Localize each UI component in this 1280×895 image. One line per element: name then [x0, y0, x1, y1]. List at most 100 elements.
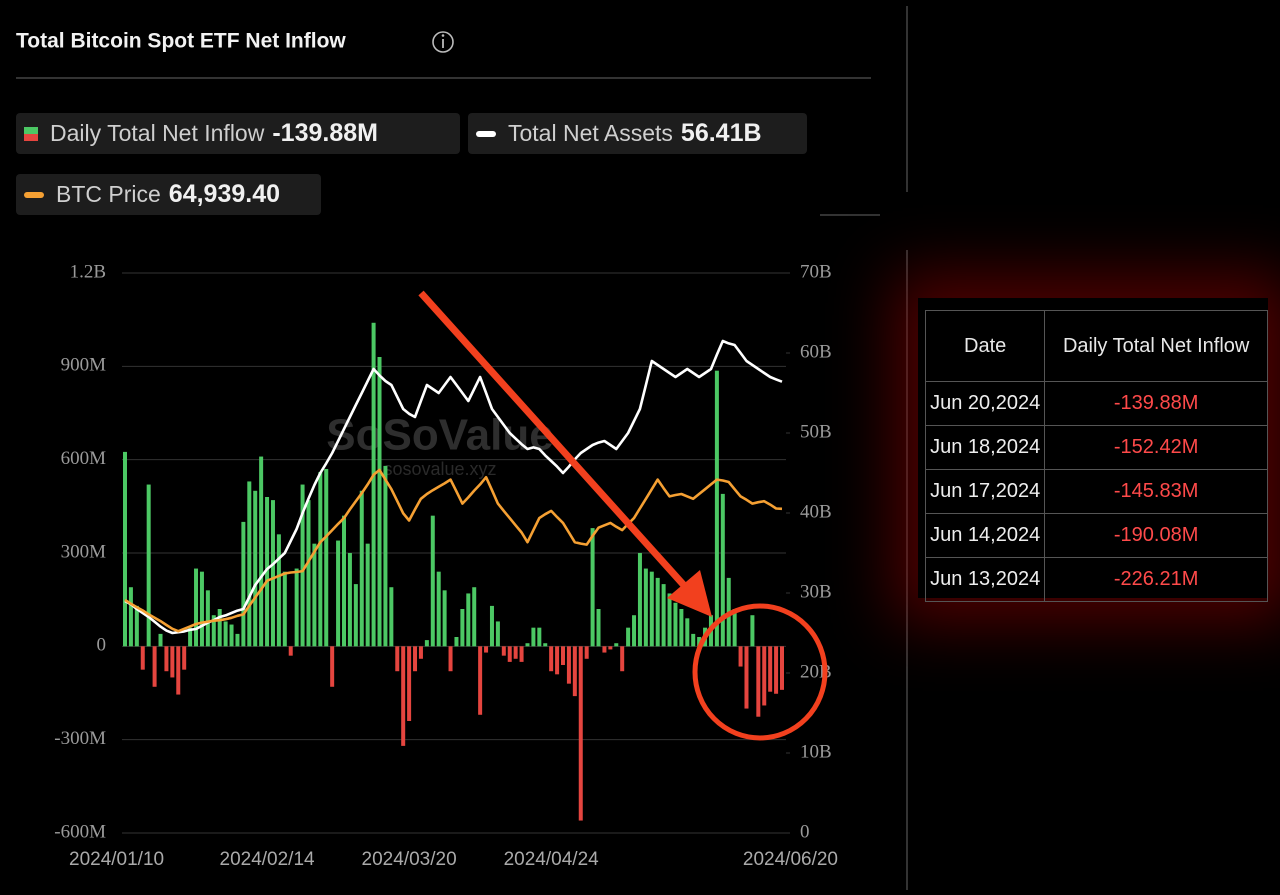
bar [371, 322, 376, 647]
bar [774, 646, 779, 694]
bar [424, 640, 429, 647]
legend-item[interactable]: Total Net Assets 56.41B [468, 113, 807, 154]
bar [655, 577, 660, 647]
bar [211, 615, 216, 647]
y2-tick-label: 50B [800, 421, 832, 442]
table-cell: -145.83M [1044, 469, 1268, 514]
y-tick-label: 600M [61, 448, 107, 469]
bar [336, 540, 341, 647]
bar [383, 465, 388, 647]
bar [359, 490, 364, 647]
bar [632, 615, 637, 647]
table-cell: Jun 14,2024 [924, 513, 1046, 558]
bar [123, 451, 127, 647]
y-tick-label: -300M [54, 728, 106, 749]
bar [389, 587, 394, 647]
bar [288, 646, 293, 656]
bar [620, 646, 625, 672]
bar [330, 646, 335, 687]
table-header: Daily Total Net Inflow [1044, 310, 1268, 382]
table-cell: -152.42M [1044, 425, 1268, 470]
bar [643, 568, 648, 647]
bar [661, 584, 666, 647]
table-cell: Jun 13,2024 [924, 557, 1046, 602]
bar [347, 553, 352, 647]
bar [584, 646, 589, 659]
bar [489, 605, 494, 647]
table-header: Date [924, 310, 1046, 382]
bar [697, 637, 702, 647]
arrow-head [667, 570, 712, 617]
bar [270, 500, 275, 647]
y-tick-label: -600M [54, 821, 106, 842]
line [124, 339, 783, 635]
bar [182, 646, 187, 670]
bar [241, 521, 246, 647]
bar [188, 627, 193, 647]
bar [525, 643, 530, 647]
bar [531, 627, 536, 647]
y2-tick-label: 60B [800, 341, 832, 362]
legend-item[interactable]: BTC Price 64,939.40 [16, 174, 321, 215]
bar [667, 593, 672, 647]
bar [300, 484, 305, 647]
bar [324, 469, 329, 647]
table: Date Daily Total Net Inflow Jun 20,2024 -1… [924, 310, 1268, 602]
bar [738, 646, 743, 667]
bar [282, 571, 287, 647]
bar [430, 515, 435, 647]
bar [342, 515, 346, 647]
bar [596, 609, 601, 647]
bar [614, 643, 619, 647]
bar [140, 646, 145, 670]
bar [673, 602, 678, 647]
table-panel: Date Daily Total Net Inflow Jun 20,2024 -1… [918, 298, 1268, 602]
bar [413, 646, 418, 672]
bar [436, 571, 441, 647]
table-cell: -226.21M [1044, 557, 1268, 602]
bar [235, 633, 240, 647]
bar [484, 646, 489, 653]
x-tick-label: 2024/01/10 [69, 849, 164, 870]
y-tick-label: 900M [61, 355, 107, 376]
bar [537, 627, 542, 647]
bar [164, 646, 169, 672]
bar [395, 646, 400, 672]
annotation-circle [692, 603, 828, 741]
annotation [418, 290, 828, 741]
bar [555, 646, 560, 675]
bar [158, 633, 163, 647]
bar [507, 646, 512, 662]
bar [217, 609, 222, 647]
bar [495, 621, 500, 647]
legend-value: 64,939.40 [168, 180, 281, 208]
bar [466, 593, 471, 647]
watermark: SoSoValue [326, 411, 553, 460]
legend-item[interactable]: Daily Total Net Inflow -139.88M [16, 113, 460, 154]
bar [572, 646, 577, 697]
x-tick-label: 2024/04/24 [504, 849, 600, 870]
annotation-arrow [418, 290, 693, 595]
table-cell: -139.88M [1044, 381, 1268, 426]
info-icon[interactable] [432, 31, 454, 53]
legend-value: -139.88M [272, 119, 378, 147]
chart-title: Total Bitcoin Spot ETF Net Inflow [16, 30, 346, 53]
x-tick-label: 2024/06/20 [743, 849, 838, 870]
table-cell: Jun 20,2024 [924, 381, 1046, 426]
x-tick-label: 2024/02/14 [220, 849, 316, 870]
bar [543, 643, 548, 647]
bar [353, 584, 358, 647]
bar [205, 590, 210, 647]
legend-swatch [24, 191, 44, 198]
bar [691, 633, 696, 647]
y2-tick-label: 10B [800, 741, 832, 762]
legend-swatch [24, 126, 38, 141]
y2-tick-label: 40B [800, 501, 832, 522]
bar [501, 646, 506, 656]
bar [756, 646, 761, 717]
bar [519, 646, 524, 662]
legend-swatch [476, 130, 496, 137]
bar [732, 609, 737, 647]
info-icon-dot [441, 34, 445, 37]
